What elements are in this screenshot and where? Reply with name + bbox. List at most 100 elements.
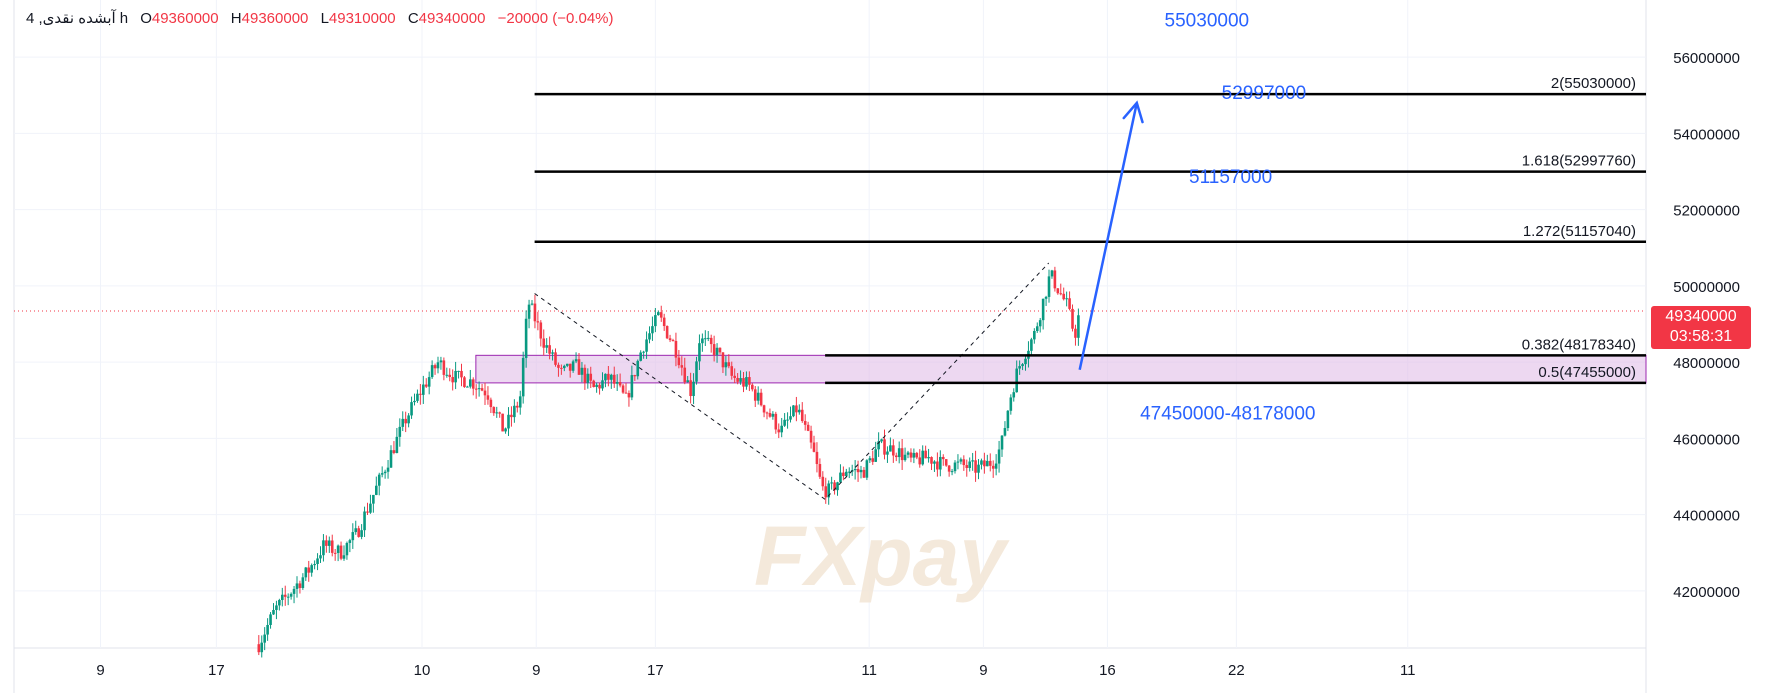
candle-body (1068, 298, 1071, 309)
candle-body (407, 415, 410, 424)
candle-body (624, 392, 628, 394)
candle-body (777, 429, 781, 433)
candle-body (577, 359, 581, 375)
candle-body (803, 421, 807, 425)
candle-body (260, 642, 264, 653)
candle-body (903, 454, 907, 461)
candle-body (1003, 428, 1007, 436)
candle-body (715, 347, 719, 355)
target-annotation: 52997000 (1222, 83, 1307, 104)
candle-body (730, 366, 734, 376)
candle-body (827, 483, 830, 498)
candle-body (330, 540, 334, 553)
candle-body (1077, 315, 1080, 338)
candle-body (439, 360, 443, 363)
candle-body (366, 511, 369, 513)
candle-body (592, 380, 595, 388)
time-axis-label: 10 (414, 662, 431, 679)
candle-body (654, 315, 657, 327)
candle-body (1009, 397, 1013, 411)
candle-body (1000, 435, 1004, 450)
time-axis-label: 11 (1400, 662, 1416, 679)
candle-body (915, 452, 919, 458)
candle-body (665, 326, 669, 339)
price-axis-label: 54000000 (1673, 126, 1740, 143)
high-value: 49360000 (241, 10, 309, 27)
candle-body (615, 382, 619, 384)
demand-zone (475, 354, 1647, 384)
candle-body (1047, 276, 1051, 297)
candle-body (871, 458, 875, 462)
candle-body (524, 318, 528, 358)
candle-body (457, 370, 460, 372)
price-axis-label: 52000000 (1673, 203, 1740, 220)
high-key: H (230, 10, 242, 27)
candle-body (939, 456, 942, 470)
candle-body (636, 360, 640, 377)
candle-body (792, 405, 795, 417)
candle-body (398, 426, 402, 437)
candle-body (307, 567, 311, 573)
candle-body (897, 448, 901, 458)
candle-body (686, 380, 689, 383)
candle-body (316, 558, 319, 565)
candle-body (639, 352, 642, 361)
price-axis-label: 44000000 (1673, 508, 1740, 525)
candle-body (295, 583, 299, 589)
close-value: 49340000 (418, 10, 486, 27)
candle-body (486, 395, 490, 400)
candle-body (706, 337, 710, 339)
candle-body (809, 430, 813, 443)
candle-body (595, 384, 598, 388)
watermark-logo: FXpay (754, 509, 1010, 603)
candle-body (753, 389, 757, 401)
candle-body (877, 441, 880, 450)
candle-body (272, 609, 275, 615)
candle-body (662, 317, 666, 327)
candle-body (1038, 320, 1042, 327)
candle-body (677, 357, 681, 366)
candle-body (1056, 288, 1060, 294)
candle-body (800, 409, 804, 422)
candle-body (304, 567, 308, 578)
candle-body (836, 482, 839, 491)
bar-countdown: 03:58:31 (1669, 328, 1733, 345)
candle-body (369, 503, 372, 513)
candle-body (483, 390, 487, 396)
fib-level-label: 2(55030000) (1551, 75, 1636, 92)
candle-body (900, 448, 904, 461)
candle-body (798, 409, 801, 413)
candle-body (842, 472, 845, 477)
candle-body (1021, 364, 1024, 367)
candle-body (342, 555, 346, 559)
open-value: 49360000 (151, 10, 219, 27)
candle-body (568, 363, 572, 371)
candle-body (325, 540, 328, 546)
candle-body (853, 468, 857, 471)
target-annotation: 55030000 (1165, 11, 1250, 32)
price-axis-label: 48000000 (1673, 355, 1740, 372)
candle-body (633, 375, 637, 377)
fib-level-label: 0.382(48178340) (1522, 336, 1636, 353)
price-axis-label: 46000000 (1673, 431, 1740, 448)
candle-body (263, 634, 266, 643)
candle-body (1065, 298, 1068, 300)
candle-body (363, 511, 366, 531)
candle-body (736, 377, 739, 382)
candle-body (671, 340, 675, 342)
candle-body (383, 471, 387, 474)
candle-body (527, 304, 531, 319)
candle-body (865, 460, 869, 478)
candle-body (821, 476, 825, 487)
candle-body (657, 312, 660, 316)
fib-level-label: 1.272(51157040) (1523, 223, 1636, 240)
candle-body (275, 605, 278, 610)
candle-body (545, 345, 548, 348)
candle-body (642, 351, 645, 353)
candle-body (839, 472, 842, 483)
candle-body (886, 451, 889, 455)
low-value: 49310000 (328, 10, 396, 27)
candle-body (354, 528, 358, 533)
candle-body (947, 465, 951, 472)
